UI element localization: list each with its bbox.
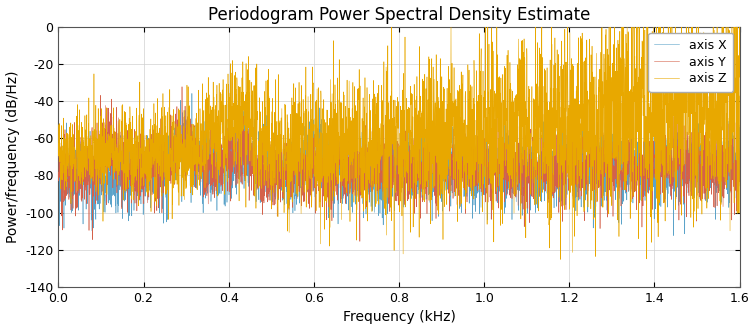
axis X xyxy=(735,125,744,129)
axis Y xyxy=(341,192,350,196)
axis Y xyxy=(356,239,365,243)
axis X xyxy=(187,91,196,95)
axis Z xyxy=(714,182,723,186)
axis Y xyxy=(54,170,63,174)
axis Y xyxy=(177,85,186,89)
axis Z xyxy=(549,140,558,144)
axis X xyxy=(346,162,355,166)
Line: axis Z: axis Z xyxy=(58,26,740,259)
Y-axis label: Power/frequency (dB/Hz): Power/frequency (dB/Hz) xyxy=(5,71,20,243)
axis Z xyxy=(735,75,744,79)
axis X xyxy=(669,234,678,238)
axis Y xyxy=(680,181,689,184)
axis Z xyxy=(680,107,689,111)
X-axis label: Frequency (kHz): Frequency (kHz) xyxy=(343,311,455,324)
axis Z xyxy=(378,116,387,120)
axis Y xyxy=(378,187,387,191)
Title: Periodogram Power Spectral Density Estimate: Periodogram Power Spectral Density Estim… xyxy=(208,6,590,23)
axis Z xyxy=(340,131,349,135)
axis X xyxy=(378,216,387,220)
axis Z xyxy=(54,142,63,146)
Legend: axis X, axis Y, axis Z: axis X, axis Y, axis Z xyxy=(648,33,733,92)
axis X xyxy=(341,176,350,180)
axis X xyxy=(680,181,689,185)
axis X xyxy=(549,188,558,192)
axis X xyxy=(714,175,723,179)
axis Z xyxy=(556,257,565,261)
axis X xyxy=(54,189,63,193)
Line: axis Y: axis Y xyxy=(58,87,740,241)
axis Y xyxy=(735,180,744,184)
axis Z xyxy=(346,219,355,223)
axis Y xyxy=(346,173,355,177)
axis Y xyxy=(714,157,723,161)
axis Y xyxy=(549,158,558,162)
Line: axis X: axis X xyxy=(58,93,740,236)
axis Z xyxy=(446,24,455,28)
